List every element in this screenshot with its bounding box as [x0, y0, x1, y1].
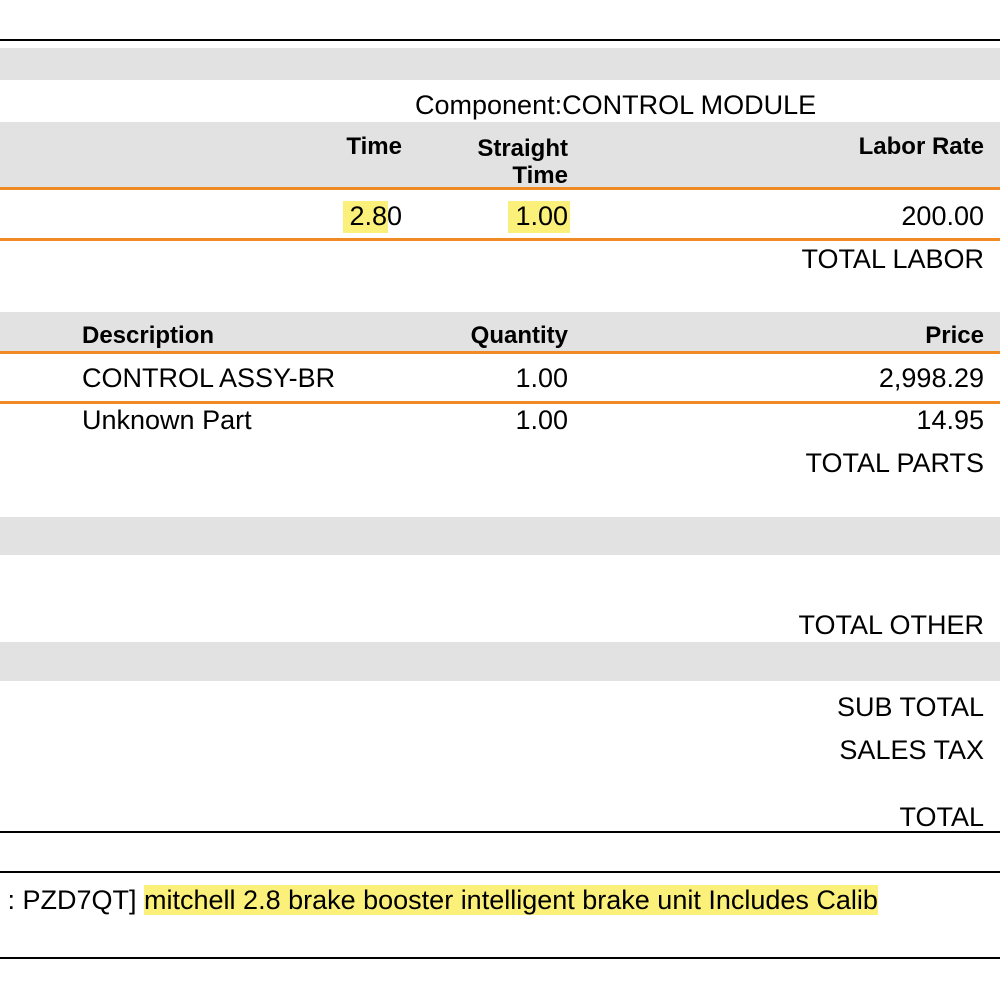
cell: 1.00 [515, 405, 568, 435]
note-prefix: l : PZD7QT] [0, 885, 137, 915]
cell: 2.80 [349, 201, 402, 231]
total-label: TOTAL OTHER [798, 610, 984, 640]
rule [0, 187, 1000, 190]
rule [0, 351, 1000, 354]
rule [0, 831, 1000, 833]
col-header: Quantity [470, 322, 568, 349]
cell: Unknown Part [82, 405, 252, 435]
summary-label: SALES TAX [839, 735, 984, 765]
cell: 200.00 [901, 201, 984, 231]
rule [0, 401, 1000, 404]
total-label: TOTAL PARTS [805, 448, 984, 478]
rule [0, 238, 1000, 241]
header-band [0, 312, 1000, 352]
rule [0, 957, 1000, 959]
note-text: mitchell 2.8 brake booster intelligent b… [144, 885, 878, 915]
col-header: Price [925, 322, 984, 349]
band [0, 517, 1000, 555]
col-header: Description [82, 322, 215, 349]
highlight [508, 201, 570, 233]
band [0, 642, 1000, 681]
summary-label: TOTAL [899, 802, 984, 832]
cell: 14.95 [916, 405, 984, 435]
col-header: Labor Rate [858, 133, 984, 160]
cell: 2,998.29 [878, 363, 984, 393]
band [0, 48, 1000, 80]
total-label: TOTAL LABOR [801, 244, 984, 274]
cell: 1.00 [515, 201, 568, 231]
cell: 1.00 [515, 363, 568, 393]
header-band [0, 122, 1000, 188]
highlight [343, 201, 388, 233]
component: Component:CONTROL MODULE [415, 90, 817, 120]
summary-label: SUB TOTAL [836, 692, 984, 722]
col-header: Time [346, 133, 402, 160]
cell: CONTROL ASSY-BR [82, 363, 336, 393]
col-header: Straight Time [477, 135, 568, 189]
note: l : PZD7QT] mitchell 2.8 brake booster i… [0, 885, 878, 915]
rule [0, 871, 1000, 873]
rule [0, 39, 1000, 41]
